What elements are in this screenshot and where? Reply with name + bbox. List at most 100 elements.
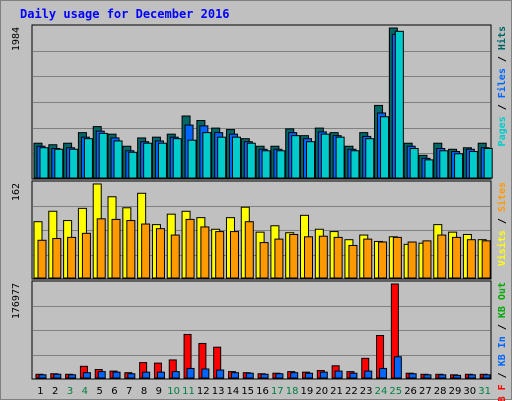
legend-part: Sites [496,182,508,212]
kbin-bar [438,374,447,379]
pages-bar [454,153,464,179]
pages-bar [409,148,419,179]
kbin-bar [112,371,121,379]
kbin-bar [423,374,432,379]
legend-part: Pages [497,116,508,146]
day-label: 16 [256,386,269,397]
day-label: 11 [182,386,195,397]
pages-bar [483,148,493,179]
pages-bar [231,136,241,179]
day-label: 31 [478,386,491,397]
sites-bar [363,238,373,279]
sites-bar [170,234,180,279]
day-label: 8 [141,386,147,397]
pages-bar [172,138,182,179]
day-label: 6 [111,386,117,397]
day-label: 21 [330,386,343,397]
sites-bar [304,236,314,279]
pages-bar [320,133,330,179]
sites-bar [185,218,195,279]
pages-bar [394,30,404,179]
pages-bar [187,139,197,179]
sites-bar [333,236,343,279]
sites-bar [407,241,417,279]
pages-bar [276,150,286,179]
kbin-bar [290,372,299,379]
kbin-bar [38,374,47,379]
sites-bar [274,238,284,279]
day-label: 20 [315,386,328,397]
kbin-bar [379,367,388,379]
kbin-bar [275,373,284,379]
day-label: 18 [286,386,299,397]
pages-bar [246,142,256,179]
day-label: 7 [126,386,132,397]
day-label: 5 [96,386,102,397]
pages-bar [202,132,212,179]
kbin-bar [349,372,358,379]
kbin-bar [393,356,402,379]
legend-part: / [497,50,508,68]
sites-bar [259,242,269,279]
pages-bar [306,141,316,179]
sites-bar [67,236,77,279]
sites-bar [289,233,299,279]
day-label: 27 [419,386,432,397]
kbin-bar [68,374,77,379]
sites-bar [452,236,462,279]
day-label: 25 [389,386,402,397]
day-label: 14 [227,386,240,397]
sites-bar [52,238,62,279]
pages-bar [380,116,390,179]
day-label: 1 [37,386,43,397]
legend-part: Visits [496,230,508,266]
sites-bar [437,234,447,279]
kbin-bar [334,370,343,379]
kbin-bar [482,374,491,379]
sites-bar [348,245,358,279]
pages-bar [217,136,227,179]
legend-part: KB In [497,336,508,366]
pages-bar [350,150,360,179]
kbin-bar [305,372,314,379]
sites-bar [481,240,491,279]
visits-legend: Visits / Sites [496,182,508,266]
legend-part: / [497,98,508,116]
sites-bar [200,226,210,279]
day-label: 13 [212,386,225,397]
kbin-bar [142,371,151,379]
pages-bar [261,150,271,179]
day-label: 3 [67,386,73,397]
pages-bar [128,151,138,179]
day-label: 22 [345,386,358,397]
pages-bar [291,135,301,179]
pages-bar [83,138,93,179]
kbin-bar [156,371,165,379]
kbin-bar [453,374,462,379]
pages-bar [424,159,434,179]
pages-bar [439,150,449,179]
kbin-bar [127,373,136,379]
legend-part: Hits [496,26,508,50]
legend-part: KB F [497,384,508,401]
sites-bar [96,218,106,279]
day-label: 24 [375,386,388,397]
kbin-bar [408,373,417,379]
day-label: 26 [404,386,417,397]
kbin-bar [260,373,269,379]
day-label: 4 [82,386,88,397]
pages-bar [143,142,153,179]
legend-part: / [497,212,508,230]
legend-part: / [497,318,508,336]
kbin-bar [319,371,328,379]
kbin-bar [171,371,180,379]
sites-bar [229,231,239,279]
day-label: 17 [271,386,284,397]
pages-bar [54,148,64,179]
pages-bar [335,136,345,179]
kbin-bar [97,371,106,379]
day-label: 2 [52,386,58,397]
day-label: 19 [301,386,314,397]
sites-bar [215,231,225,279]
